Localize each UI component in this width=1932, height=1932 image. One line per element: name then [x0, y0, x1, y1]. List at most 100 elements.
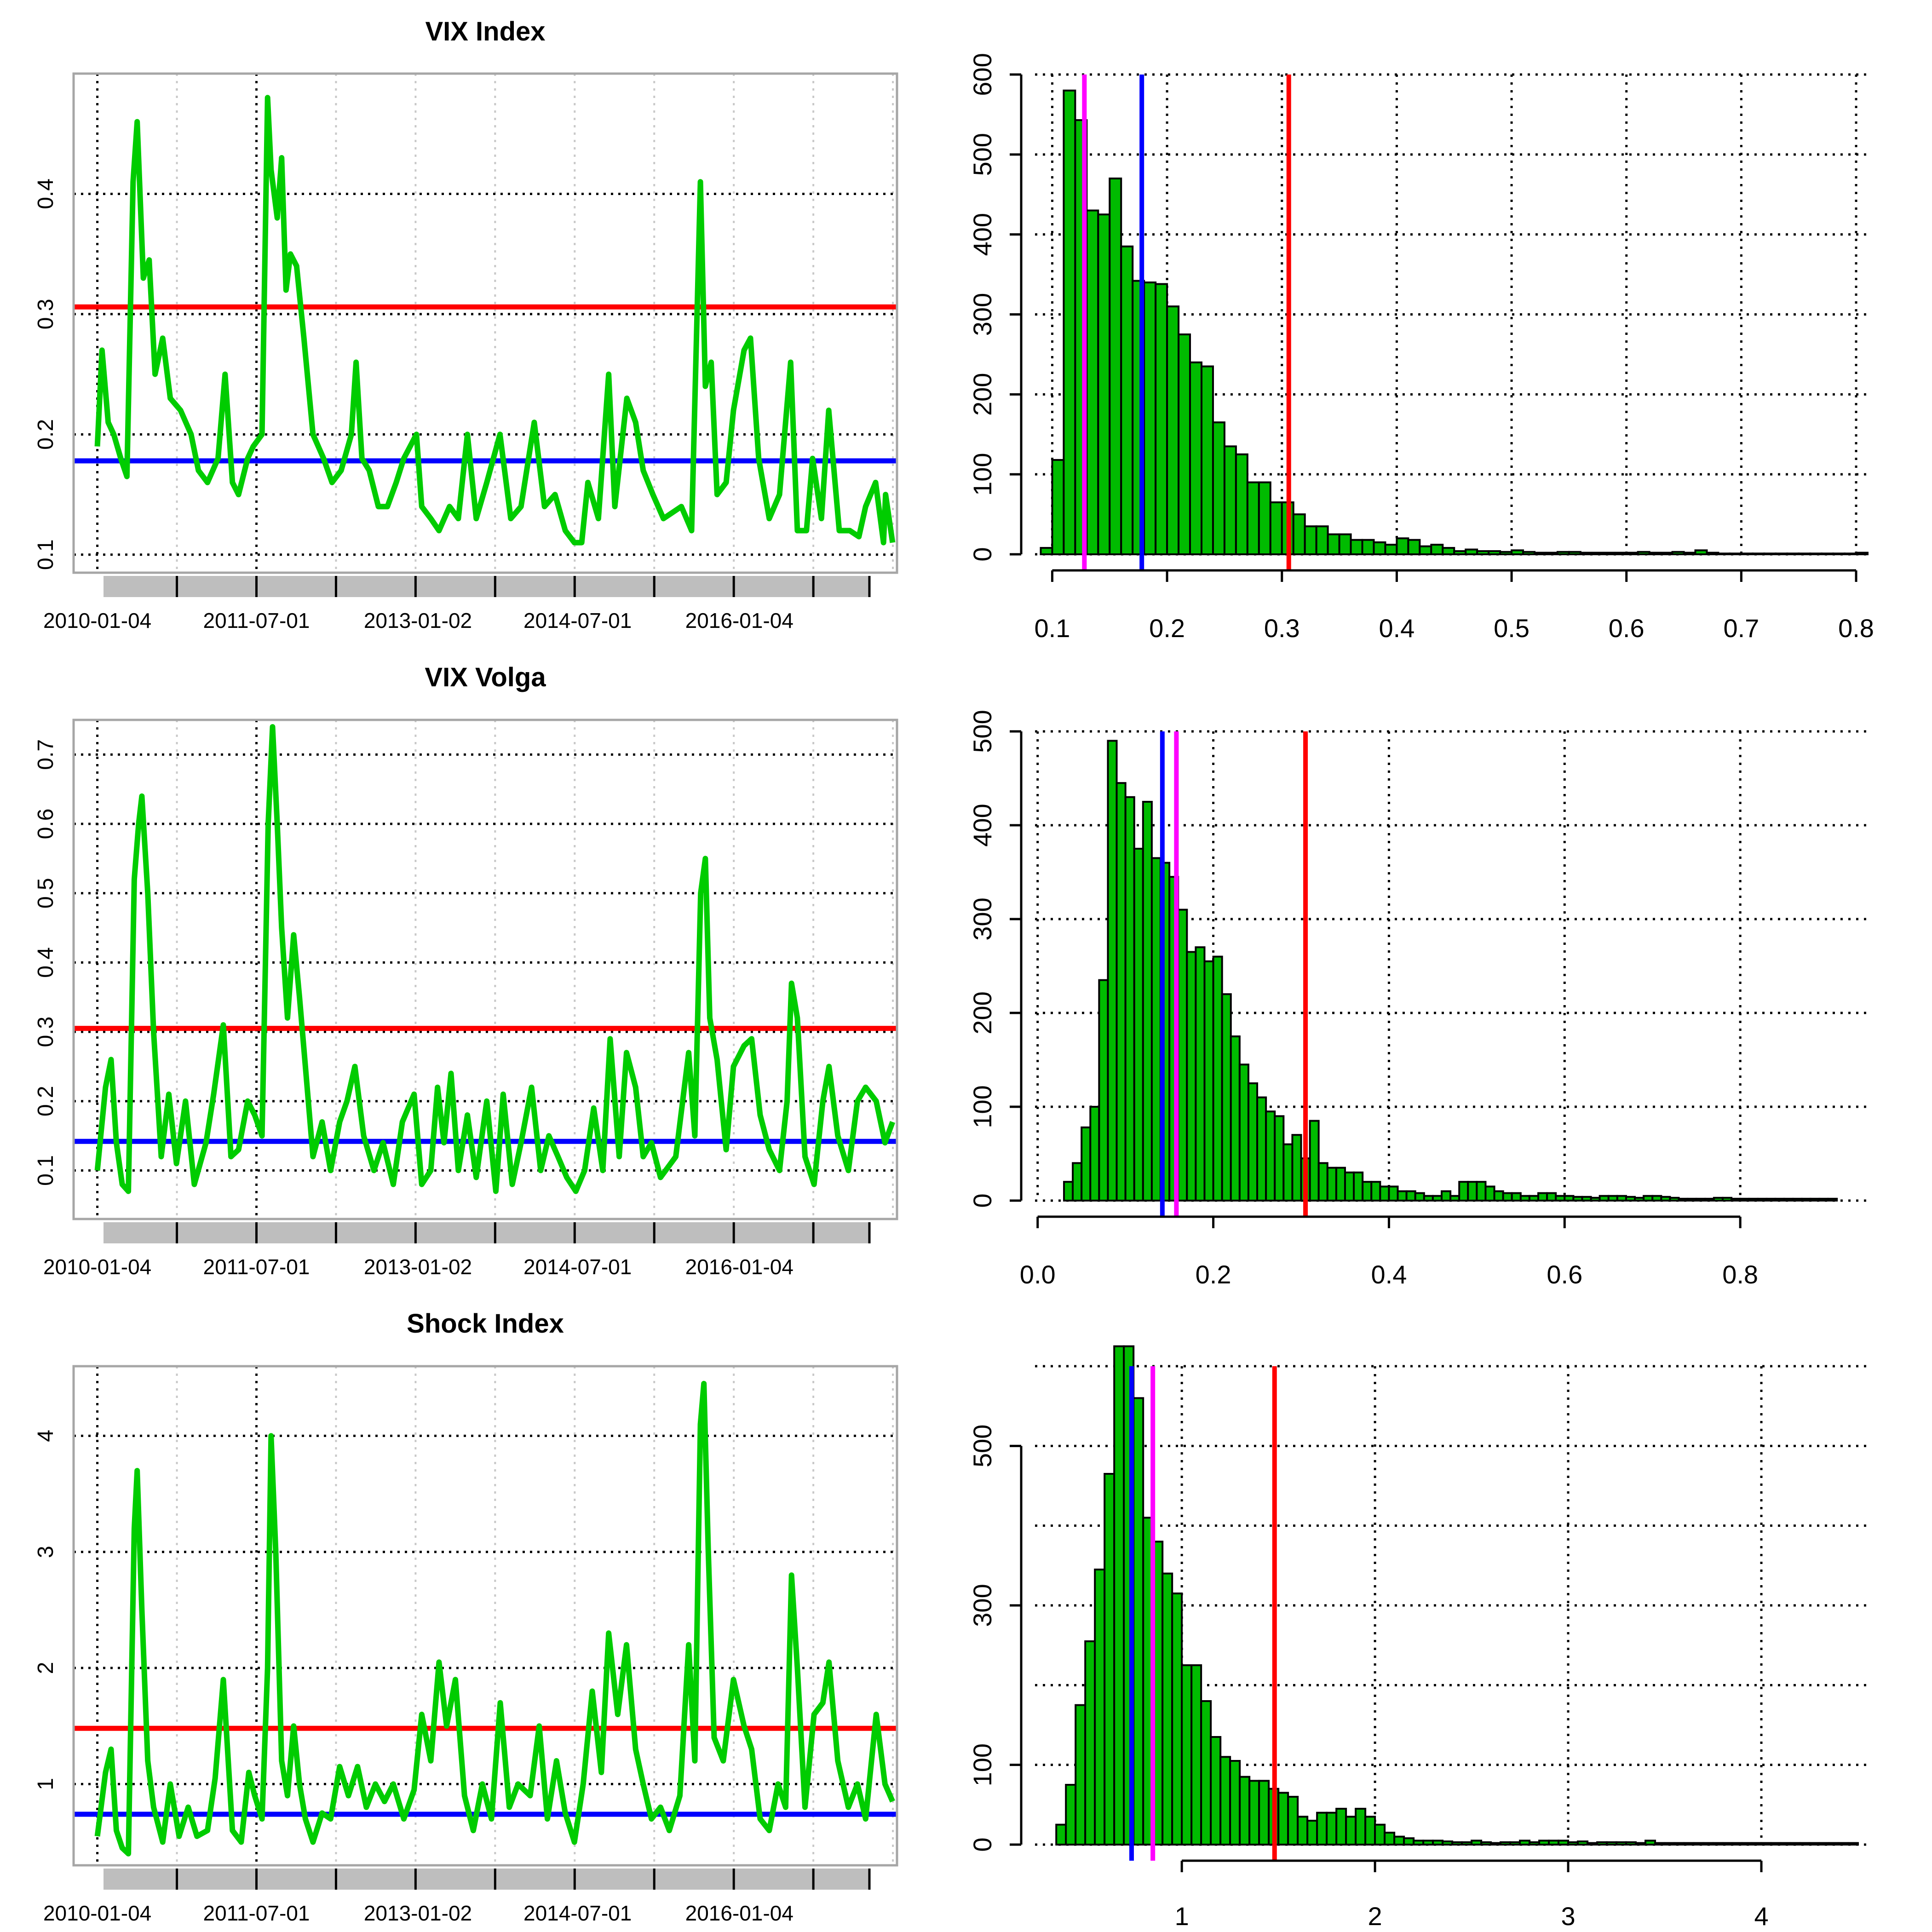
period-strip — [104, 1869, 869, 1890]
chart-title: VIX Index — [425, 17, 545, 46]
histogram-bar — [1212, 421, 1225, 555]
histogram-bar — [1490, 1842, 1502, 1846]
histogram-bar — [1702, 1842, 1714, 1846]
histogram-bar — [1316, 1811, 1328, 1846]
histogram-bar — [1522, 551, 1535, 556]
histogram-bar — [1384, 1832, 1396, 1846]
histogram-bar — [1364, 1816, 1376, 1846]
histogram-bar — [1500, 1841, 1512, 1846]
y-tick-label: 0.4 — [34, 947, 58, 978]
histogram-bar — [1335, 1167, 1346, 1202]
histogram-bar — [1765, 1197, 1777, 1202]
histogram-bar — [1519, 1840, 1531, 1846]
histogram-bar — [1104, 1473, 1116, 1846]
histogram-bar — [1065, 1784, 1077, 1846]
plot-frame — [72, 72, 898, 574]
y-tick-label: 500 — [968, 710, 997, 753]
histogram-bar — [1671, 551, 1685, 556]
histogram-bar — [1800, 1197, 1811, 1202]
histogram-bar — [1419, 545, 1432, 556]
plot-frame — [72, 1365, 898, 1867]
histogram-bar — [1509, 1841, 1521, 1846]
histogram-bar — [1051, 459, 1065, 555]
histogram-bar — [1297, 1816, 1309, 1846]
shock-index-histogram-panel: 0 100 300 500 1 2 3 4 — [968, 1345, 1868, 1931]
histogram-bar — [1407, 539, 1421, 555]
vix-volga-histogram-panel: 0 100 200 300 400 500 0.0 0.2 0.4 0.6 0.8 — [968, 710, 1868, 1289]
histogram-bar — [1635, 1842, 1647, 1846]
histogram-bar — [1317, 1162, 1328, 1202]
histogram-bar — [1269, 501, 1283, 555]
histogram-bar — [1142, 801, 1153, 1202]
histogram-bar — [1683, 552, 1696, 555]
histogram-bar — [1625, 1841, 1637, 1846]
histogram-bar — [1660, 552, 1673, 555]
period-strip — [104, 576, 869, 597]
histogram-bar — [1345, 1816, 1357, 1846]
histogram-bar — [1614, 552, 1627, 555]
x-tick-label: 2014-07-01 — [523, 609, 632, 632]
y-tick-label: 0.1 — [34, 1155, 58, 1186]
x-tick-label: 2013-01-02 — [364, 1901, 472, 1925]
histogram-bar — [1568, 551, 1581, 556]
chart-title: Shock Index — [407, 1309, 564, 1339]
histogram-bar — [1484, 1185, 1495, 1202]
histogram-bar — [1150, 857, 1162, 1202]
histogram-bar — [1229, 1760, 1241, 1846]
histogram-bar — [1838, 1842, 1850, 1846]
histogram-bar — [1189, 361, 1202, 555]
y-tick-label: 0.7 — [34, 739, 58, 770]
period-strip — [104, 1222, 869, 1243]
histogram-bar — [1832, 552, 1846, 556]
histogram-bar — [1178, 333, 1191, 555]
histogram-bar — [1116, 782, 1127, 1202]
x-tick-label: 0.5 — [1494, 614, 1530, 643]
histogram-bar — [1315, 525, 1329, 555]
histogram-bar — [1258, 1780, 1270, 1846]
y-tick-label: 0.3 — [34, 1017, 58, 1047]
series-line — [94, 1380, 895, 1857]
histogram-bar — [1362, 1181, 1373, 1202]
histogram-bar — [1423, 1195, 1434, 1202]
histogram-bar — [1741, 1842, 1753, 1846]
histogram-bar — [1678, 1197, 1689, 1202]
histogram-bar — [1480, 1841, 1492, 1846]
y-tick-label: 0 — [968, 1837, 997, 1852]
histogram-bar — [1818, 1842, 1830, 1846]
histogram-bar — [1546, 1192, 1557, 1202]
histogram-bar — [1397, 1190, 1408, 1202]
histogram-bar — [1094, 1569, 1106, 1846]
histogram-bar — [1081, 1126, 1092, 1202]
histogram-bar — [1467, 1181, 1478, 1202]
histogram-bar — [1693, 1842, 1705, 1846]
x-tick-label: 0.2 — [1196, 1260, 1231, 1289]
y-tick-label: 100 — [968, 1085, 997, 1128]
x-tick-label: 2011-07-01 — [203, 609, 310, 632]
histogram-bar — [1405, 1190, 1416, 1202]
histogram-bar — [1706, 552, 1719, 555]
x-tick-label: 2010-01-04 — [43, 609, 151, 632]
histogram-bar — [1596, 1841, 1608, 1846]
histogram-bar — [1673, 1842, 1685, 1846]
histogram-bar — [1471, 1840, 1483, 1846]
y-tick-label: 100 — [968, 1743, 997, 1786]
histogram-bar — [1084, 1640, 1096, 1846]
histogram-bar — [1757, 1197, 1768, 1202]
histogram-bar — [1751, 1842, 1763, 1846]
histogram-bar — [1577, 1840, 1589, 1846]
histogram-bar — [1040, 547, 1053, 556]
histogram-bar — [1499, 551, 1513, 556]
vix-volga-time-series-panel: VIX Volga 0.1 0.2 0.3 0.4 0.5 0.6 0.7 2010-01-04… — [34, 662, 898, 1279]
x-tick-label: 2014-07-01 — [523, 1901, 632, 1925]
histogram-bar — [1384, 544, 1398, 556]
histogram-bar — [1799, 1842, 1811, 1846]
histogram-bar — [1558, 1840, 1570, 1846]
histogram-bar — [1072, 1162, 1083, 1202]
x-tick-label: 0.0 — [1020, 1260, 1056, 1289]
histogram-bar — [1155, 283, 1168, 555]
y-tick-label: 0.2 — [34, 419, 58, 450]
histogram-bar — [1651, 1195, 1662, 1202]
y-tick-label: 1 — [34, 1778, 58, 1790]
histogram-bar — [1212, 955, 1223, 1202]
x-tick-label: 2014-07-01 — [523, 1255, 632, 1279]
